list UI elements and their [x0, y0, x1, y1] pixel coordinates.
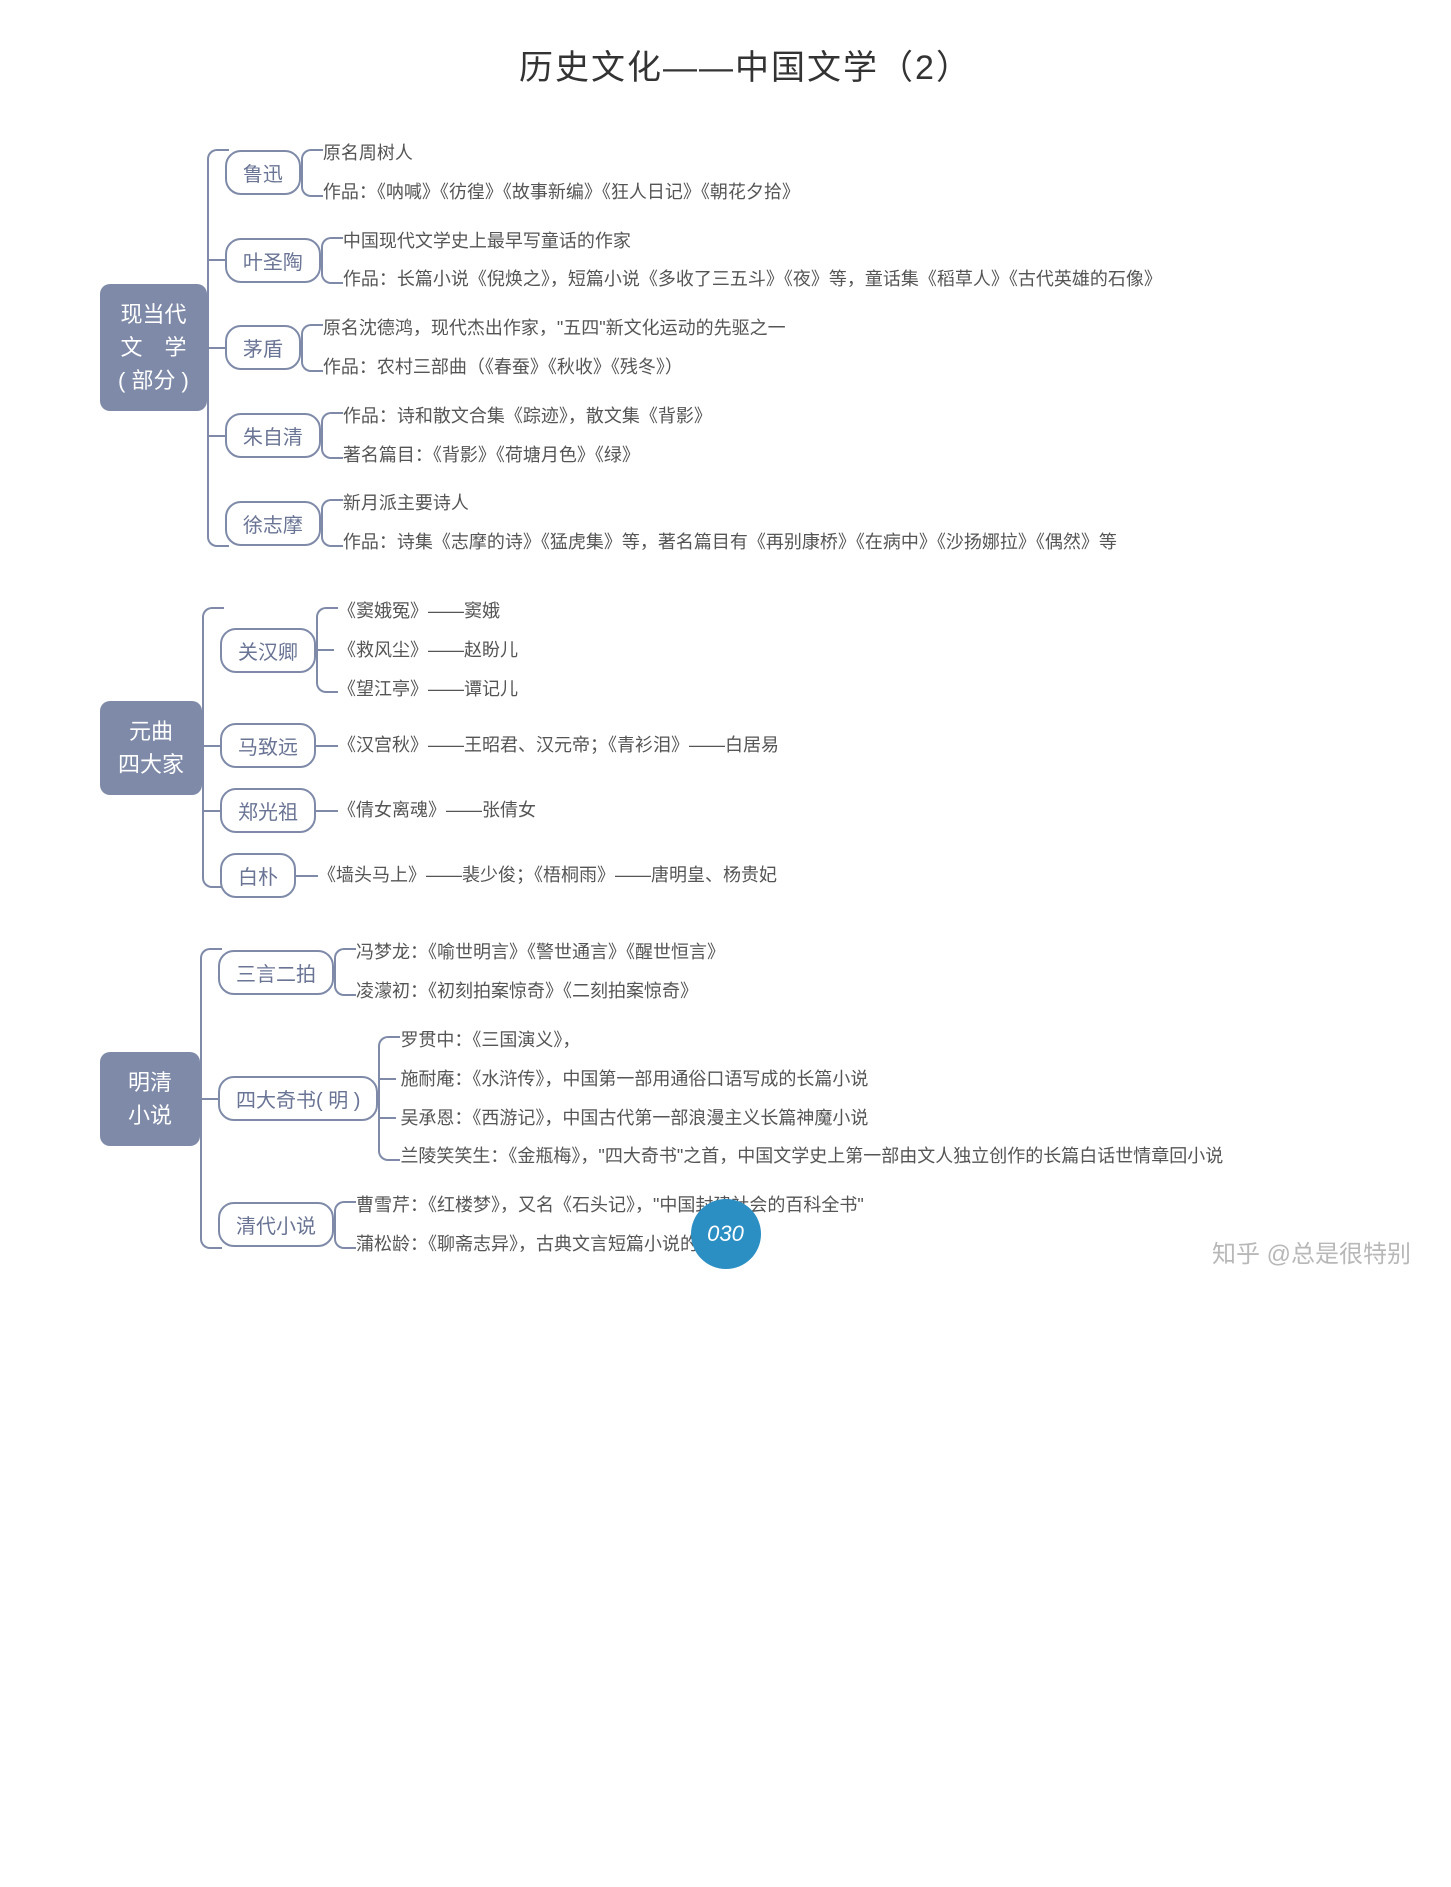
leaf-text: 《救风尘》——赵盼儿: [334, 636, 518, 665]
sub-node: 清代小说: [218, 1202, 334, 1247]
leaf-text: 作品：诗集《志摩的诗》《猛虎集》等，著名篇目有《再别康桥》《在病中》《沙扬娜拉》…: [339, 528, 1117, 557]
child-row: 白朴《墙头马上》——裴少俊；《梧桐雨》——唐明皇、杨贵妃: [224, 853, 1391, 898]
child-row: 朱自清作品：诗和散文合集《踪迹》，散文集《背影》著名篇目：《背影》《荷塘月色》《…: [229, 402, 1391, 470]
leaf-text: 中国现代文学史上最早写童话的作家: [339, 227, 631, 256]
child-row: 四大奇书( 明 )罗贯中：《三国演义》，施耐庵：《水浒传》，中国第一部用通俗口语…: [222, 1026, 1391, 1171]
mindmap-tree: 现当代文 学( 部分 ) 鲁迅原名周树人作品：《呐喊》《彷徨》《故事新编》《狂人日…: [100, 139, 1391, 1259]
root-node: 元曲四大家: [100, 701, 202, 795]
root-node: 明清小说: [100, 1052, 200, 1146]
leaf-text: 原名周树人: [319, 139, 413, 168]
leaf-text: 作品：农村三部曲（《春蚕》《秋收》《残冬》）: [319, 353, 683, 382]
watermark: 知乎 @总是很特别: [1212, 1234, 1411, 1269]
page-title: 历史文化——中国文学（2）: [100, 40, 1391, 89]
sub-node: 三言二拍: [218, 950, 334, 995]
leaf-text: 吴承恩：《西游记》，中国古代第一部浪漫主义长篇神魔小说: [396, 1104, 868, 1133]
leaf-text: 兰陵笑笑生：《金瓶梅》，"四大奇书"之首，中国文学史上第一部由文人独立创作的长篇…: [396, 1142, 1223, 1171]
tree-section: 现当代文 学( 部分 ) 鲁迅原名周树人作品：《呐喊》《彷徨》《故事新编》《狂人日…: [100, 139, 1391, 557]
leaf-text: 《望江亭》——谭记儿: [334, 675, 518, 704]
leaf-text: 《倩女离魂》——张倩女: [334, 796, 536, 825]
leaf-text: 凌濛初：《初刻拍案惊奇》《二刻拍案惊奇》: [352, 977, 698, 1006]
tree-section: 元曲四大家关汉卿《窦娥冤》——窦娥《救风尘》——赵盼儿《望江亭》——谭记儿马致远…: [100, 597, 1391, 898]
leaf-text: 罗贯中：《三国演义》，: [396, 1026, 580, 1055]
leaf-text: 曹雪芹：《红楼梦》，又名《石头记》，"中国封建社会的百科全书": [352, 1191, 864, 1220]
child-row: 叶圣陶中国现代文学史上最早写童话的作家作品：长篇小说《倪焕之》，短篇小说《多收了…: [229, 227, 1391, 295]
sub-node: 关汉卿: [220, 628, 316, 673]
leaf-text: 《汉宫秋》——王昭君、汉元帝；《青衫泪》——白居易: [334, 731, 779, 760]
sub-node: 四大奇书( 明 ): [218, 1076, 378, 1121]
leaf-text: 原名沈德鸿，现代杰出作家，"五四"新文化运动的先驱之一: [319, 314, 786, 343]
sub-node: 茅盾: [225, 325, 301, 370]
sub-node: 徐志摩: [225, 501, 321, 546]
child-row: 郑光祖《倩女离魂》——张倩女: [224, 788, 1391, 833]
leaf-text: 《墙头马上》——裴少俊；《梧桐雨》——唐明皇、杨贵妃: [314, 861, 777, 890]
sub-node: 马致远: [220, 723, 316, 768]
child-row: 鲁迅原名周树人作品：《呐喊》《彷徨》《故事新编》《狂人日记》《朝花夕拾》: [229, 139, 1391, 207]
leaf-text: 作品：诗和散文合集《踪迹》，散文集《背影》: [339, 402, 712, 431]
sub-node: 郑光祖: [220, 788, 316, 833]
leaf-text: 新月派主要诗人: [339, 489, 469, 518]
leaf-text: 作品：《呐喊》《彷徨》《故事新编》《狂人日记》《朝花夕拾》: [319, 178, 800, 207]
leaf-text: 冯梦龙：《喻世明言》《警世通言》《醒世恒言》: [352, 938, 725, 967]
child-row: 徐志摩新月派主要诗人作品：诗集《志摩的诗》《猛虎集》等，著名篇目有《再别康桥》《…: [229, 489, 1391, 557]
child-row: 三言二拍冯梦龙：《喻世明言》《警世通言》《醒世恒言》凌濛初：《初刻拍案惊奇》《二…: [222, 938, 1391, 1006]
leaf-text: 《窦娥冤》——窦娥: [334, 597, 500, 626]
child-row: 关汉卿《窦娥冤》——窦娥《救风尘》——赵盼儿《望江亭》——谭记儿: [224, 597, 1391, 703]
page-number-badge: 030: [691, 1199, 761, 1269]
root-node: 现当代文 学( 部分 ): [100, 284, 207, 411]
sub-node: 白朴: [220, 853, 296, 898]
leaf-text: 施耐庵：《水浒传》，中国第一部用通俗口语写成的长篇小说: [396, 1065, 868, 1094]
child-row: 茅盾原名沈德鸿，现代杰出作家，"五四"新文化运动的先驱之一作品：农村三部曲（《春…: [229, 314, 1391, 382]
child-row: 马致远《汉宫秋》——王昭君、汉元帝；《青衫泪》——白居易: [224, 723, 1391, 768]
leaf-text: 著名篇目：《背影》《荷塘月色》《绿》: [339, 441, 640, 470]
sub-node: 朱自清: [225, 413, 321, 458]
leaf-text: 蒲松龄：《聊斋志异》，古典文言短篇小说的巅峰: [352, 1230, 734, 1259]
sub-node: 鲁迅: [225, 150, 301, 195]
sub-node: 叶圣陶: [225, 238, 321, 283]
leaf-text: 作品：长篇小说《倪焕之》，短篇小说《多收了三五斗》《夜》等，童话集《稻草人》《古…: [339, 265, 1162, 294]
